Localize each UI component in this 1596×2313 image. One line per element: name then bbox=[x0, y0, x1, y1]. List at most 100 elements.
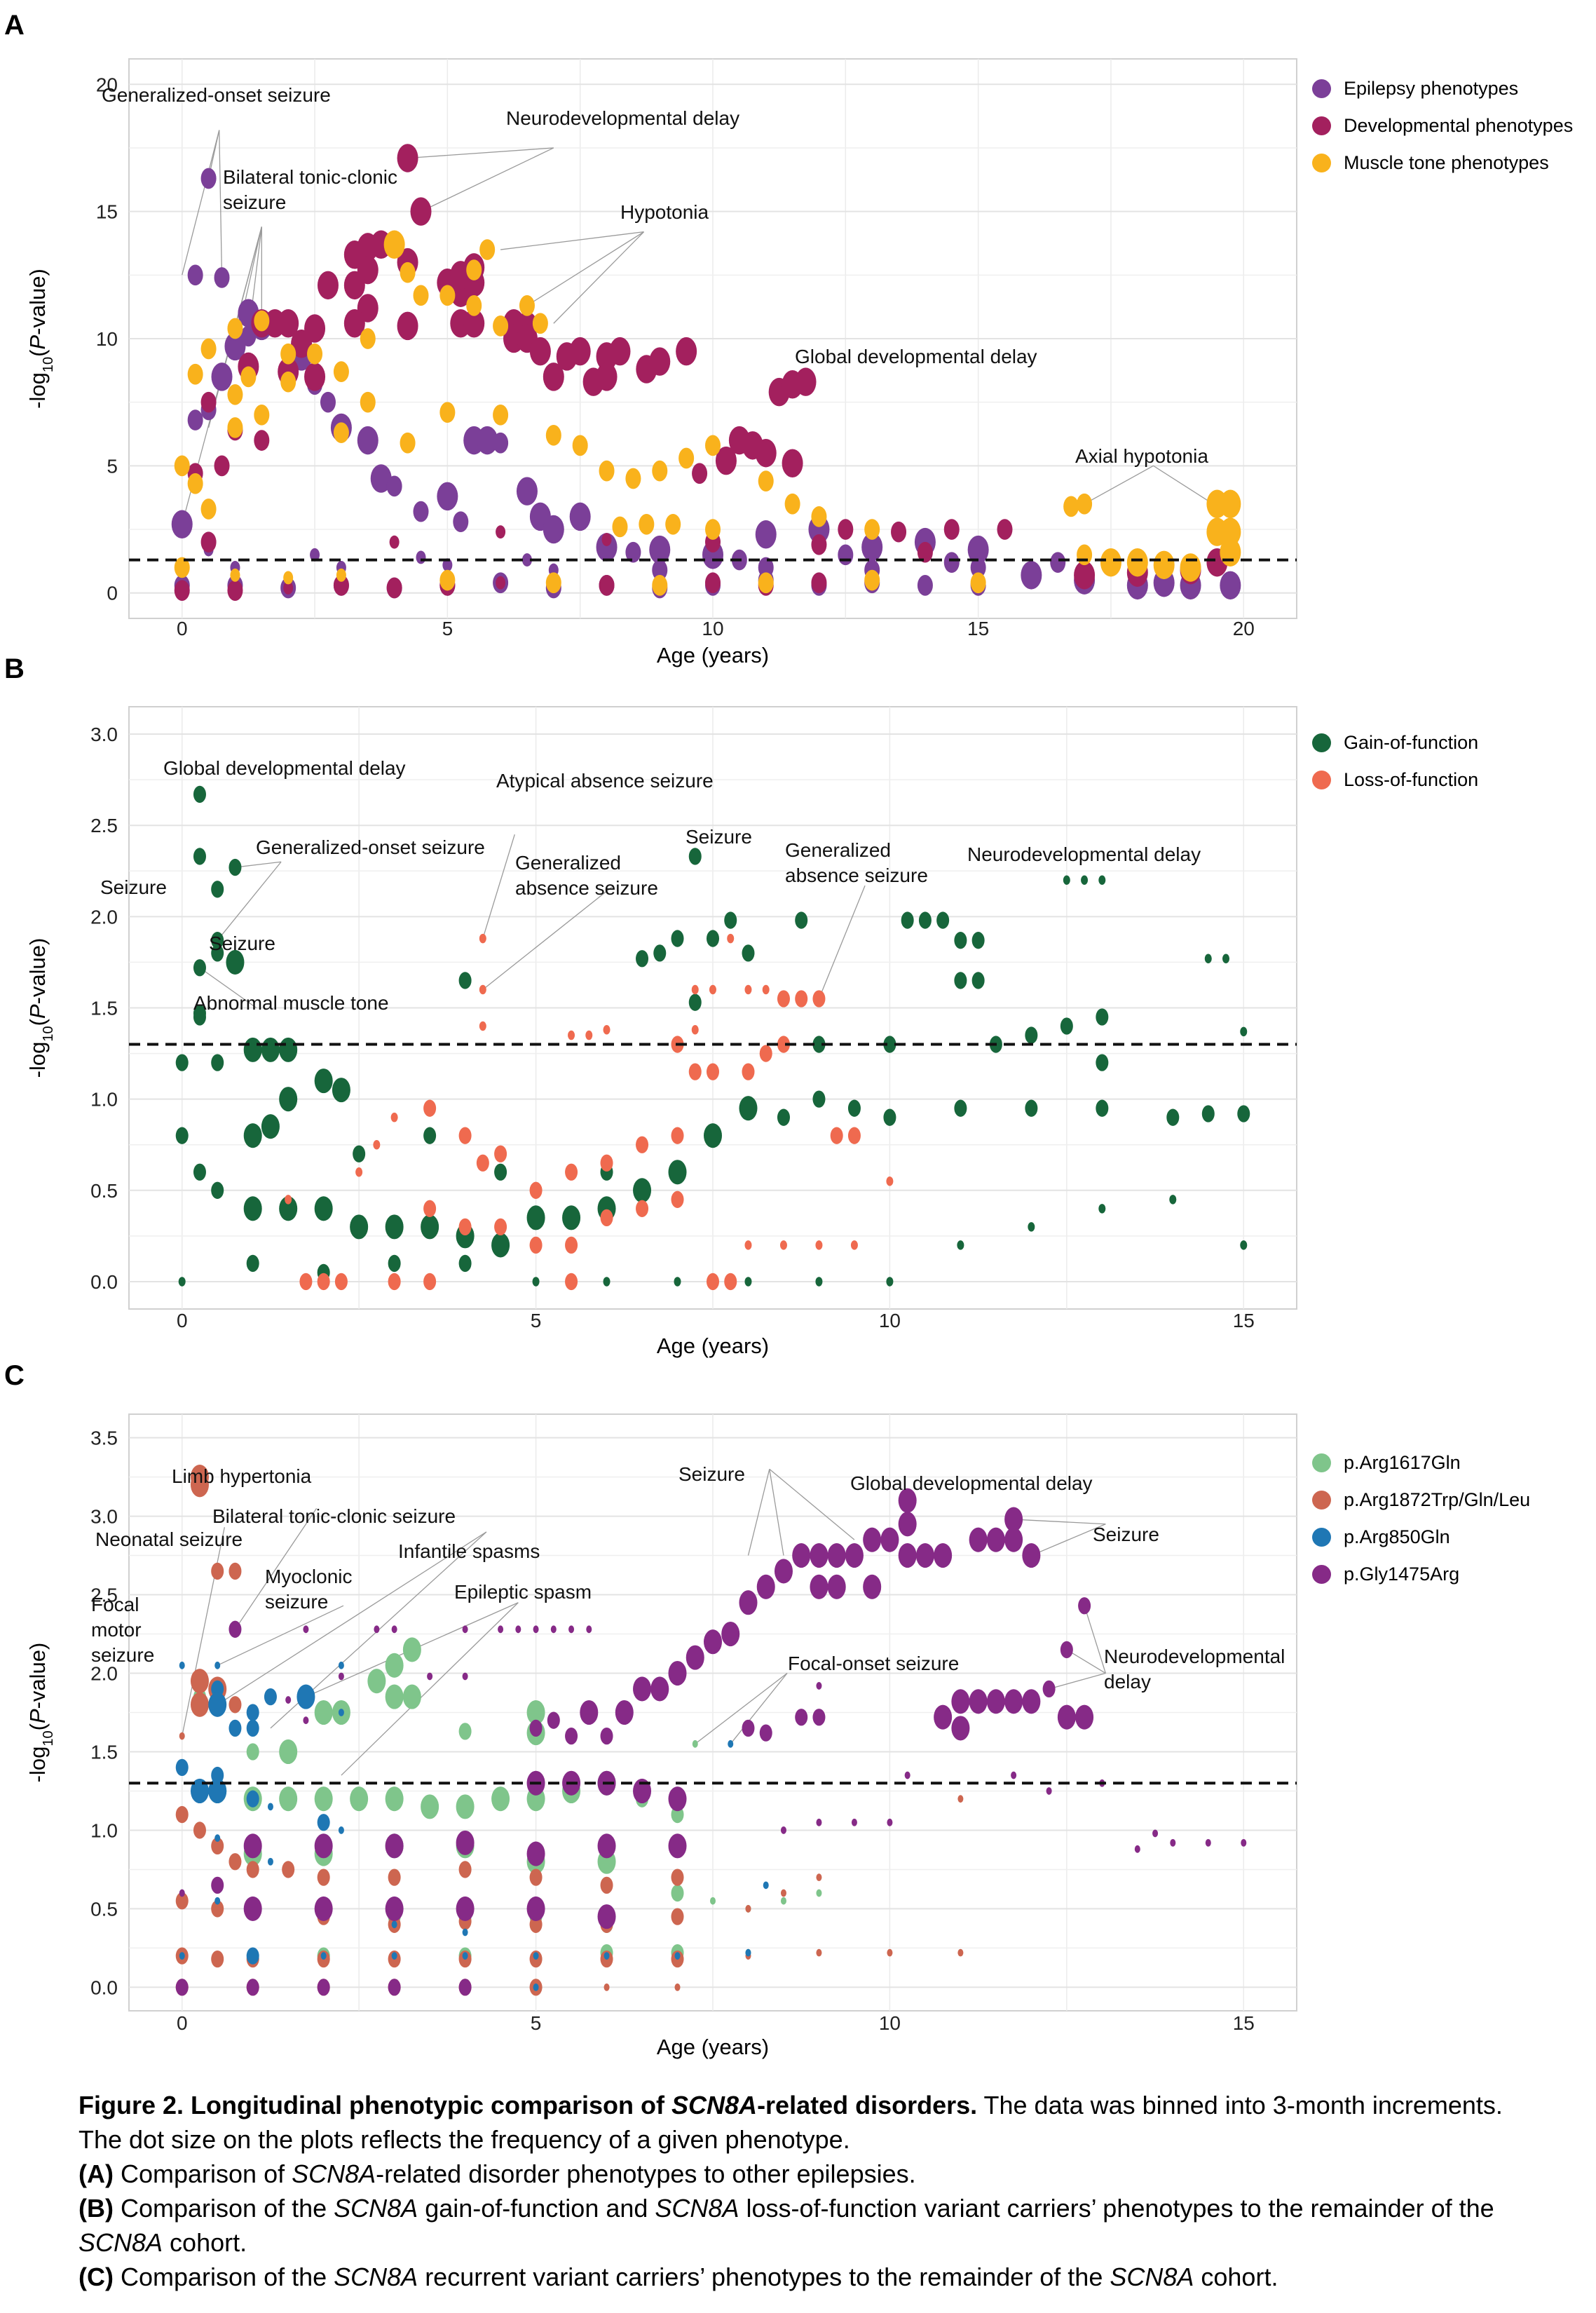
data-point bbox=[227, 384, 243, 405]
y-tick-label: 2.5 bbox=[90, 1585, 118, 1606]
data-point bbox=[458, 1979, 472, 1996]
data-point bbox=[636, 1200, 649, 1217]
data-point bbox=[812, 1036, 826, 1053]
data-point bbox=[744, 984, 752, 995]
data-point bbox=[668, 1786, 687, 1812]
data-point bbox=[338, 1661, 344, 1669]
data-point bbox=[1028, 1222, 1035, 1232]
legend-label: p.Gly1475Arg bbox=[1344, 1564, 1460, 1585]
annotation-leader-line bbox=[747, 1469, 770, 1556]
data-point bbox=[745, 1948, 751, 1957]
series-p-arg850gln bbox=[175, 1661, 769, 1991]
data-point bbox=[917, 574, 933, 596]
data-point bbox=[1222, 954, 1230, 963]
data-point bbox=[615, 1700, 634, 1725]
data-point bbox=[227, 417, 243, 438]
data-point bbox=[1077, 493, 1093, 515]
data-point bbox=[671, 1908, 684, 1925]
data-point bbox=[532, 1277, 540, 1287]
data-point bbox=[175, 1979, 189, 1996]
annotation-leader-line bbox=[217, 861, 282, 941]
data-point bbox=[463, 308, 485, 338]
data-point bbox=[1237, 1105, 1250, 1122]
data-point bbox=[1081, 875, 1089, 886]
caption-a-text: -related disorder phenotypes to other ep… bbox=[376, 2159, 916, 2188]
data-point bbox=[1096, 1054, 1109, 1071]
data-point bbox=[179, 1889, 185, 1897]
data-point bbox=[686, 1645, 704, 1670]
data-point bbox=[728, 1739, 734, 1748]
data-point bbox=[668, 1160, 687, 1185]
data-point bbox=[264, 1688, 277, 1706]
data-point bbox=[397, 311, 418, 341]
data-point bbox=[886, 1277, 894, 1287]
data-point bbox=[400, 262, 416, 283]
data-point bbox=[565, 1236, 578, 1254]
legend-item: p.Arg850Gln bbox=[1312, 1519, 1530, 1556]
data-point bbox=[493, 316, 509, 337]
data-point bbox=[310, 548, 320, 562]
data-point bbox=[601, 533, 612, 547]
data-point bbox=[957, 1240, 964, 1250]
data-point bbox=[175, 1892, 189, 1910]
data-point bbox=[385, 1684, 404, 1709]
caption-c-text: recurrent variant carriers’ phenotypes t… bbox=[418, 2263, 1110, 2291]
data-point bbox=[285, 1696, 292, 1704]
data-point bbox=[423, 1127, 437, 1144]
caption-intro: Figure 2. Longitudinal phenotypic compar… bbox=[79, 2088, 1536, 2157]
caption-b-gene: SCN8A bbox=[79, 2228, 163, 2257]
data-point bbox=[211, 1876, 224, 1894]
data-point bbox=[780, 1889, 786, 1897]
data-point bbox=[1096, 1008, 1109, 1026]
data-point bbox=[187, 363, 203, 385]
data-point bbox=[850, 1240, 858, 1250]
data-point bbox=[652, 559, 668, 581]
data-point bbox=[350, 1786, 369, 1812]
data-point bbox=[285, 1195, 292, 1205]
data-point bbox=[795, 990, 808, 1008]
data-point bbox=[886, 1176, 894, 1186]
legend-swatch bbox=[1312, 154, 1331, 172]
annotation-label: Neonatal seizure bbox=[95, 1528, 243, 1550]
data-point bbox=[724, 911, 737, 929]
data-point bbox=[519, 294, 535, 316]
data-point bbox=[1152, 1829, 1159, 1838]
x-tick-label: 5 bbox=[531, 1310, 542, 1331]
annotation-leader-line bbox=[526, 231, 644, 306]
data-point bbox=[193, 1163, 206, 1181]
data-point bbox=[565, 1273, 578, 1291]
x-tick-label: 15 bbox=[967, 618, 989, 639]
data-point bbox=[333, 574, 349, 596]
annotation-leader-line bbox=[1014, 1519, 1106, 1525]
annotation-label: Bilateral tonic-clonic seizure bbox=[212, 1505, 456, 1527]
data-point bbox=[193, 1822, 206, 1839]
legend-label: Epilepsy phenotypes bbox=[1344, 78, 1519, 99]
data-point bbox=[279, 1786, 298, 1812]
data-point bbox=[360, 391, 376, 413]
y-tick-label: 2.0 bbox=[90, 906, 118, 928]
data-point bbox=[863, 1527, 882, 1552]
data-point bbox=[533, 1983, 539, 1991]
data-point bbox=[229, 1719, 242, 1737]
legend-swatch bbox=[1312, 771, 1331, 789]
data-point bbox=[755, 520, 777, 549]
data-point bbox=[780, 1897, 786, 1905]
data-point bbox=[243, 1123, 262, 1148]
data-point bbox=[458, 972, 472, 989]
data-point bbox=[609, 337, 631, 366]
data-point bbox=[562, 1205, 581, 1230]
data-point bbox=[915, 1543, 934, 1568]
caption-c-gene: SCN8A bbox=[1110, 2263, 1194, 2291]
legend-item: p.Arg1617Gln bbox=[1312, 1444, 1530, 1481]
data-point bbox=[1240, 1026, 1248, 1037]
data-point bbox=[883, 1108, 896, 1126]
data-point bbox=[211, 932, 224, 949]
legend-label: Loss-of-function bbox=[1344, 769, 1479, 790]
data-point bbox=[957, 1948, 964, 1957]
data-point bbox=[246, 1861, 259, 1878]
annotation-leader-line bbox=[182, 1527, 225, 1737]
data-point bbox=[1025, 1099, 1038, 1117]
legend-item: Developmental phenotypes bbox=[1312, 107, 1573, 144]
data-point bbox=[193, 959, 206, 977]
legend-panel-b: Gain-of-function Loss-of-function bbox=[1312, 724, 1478, 799]
